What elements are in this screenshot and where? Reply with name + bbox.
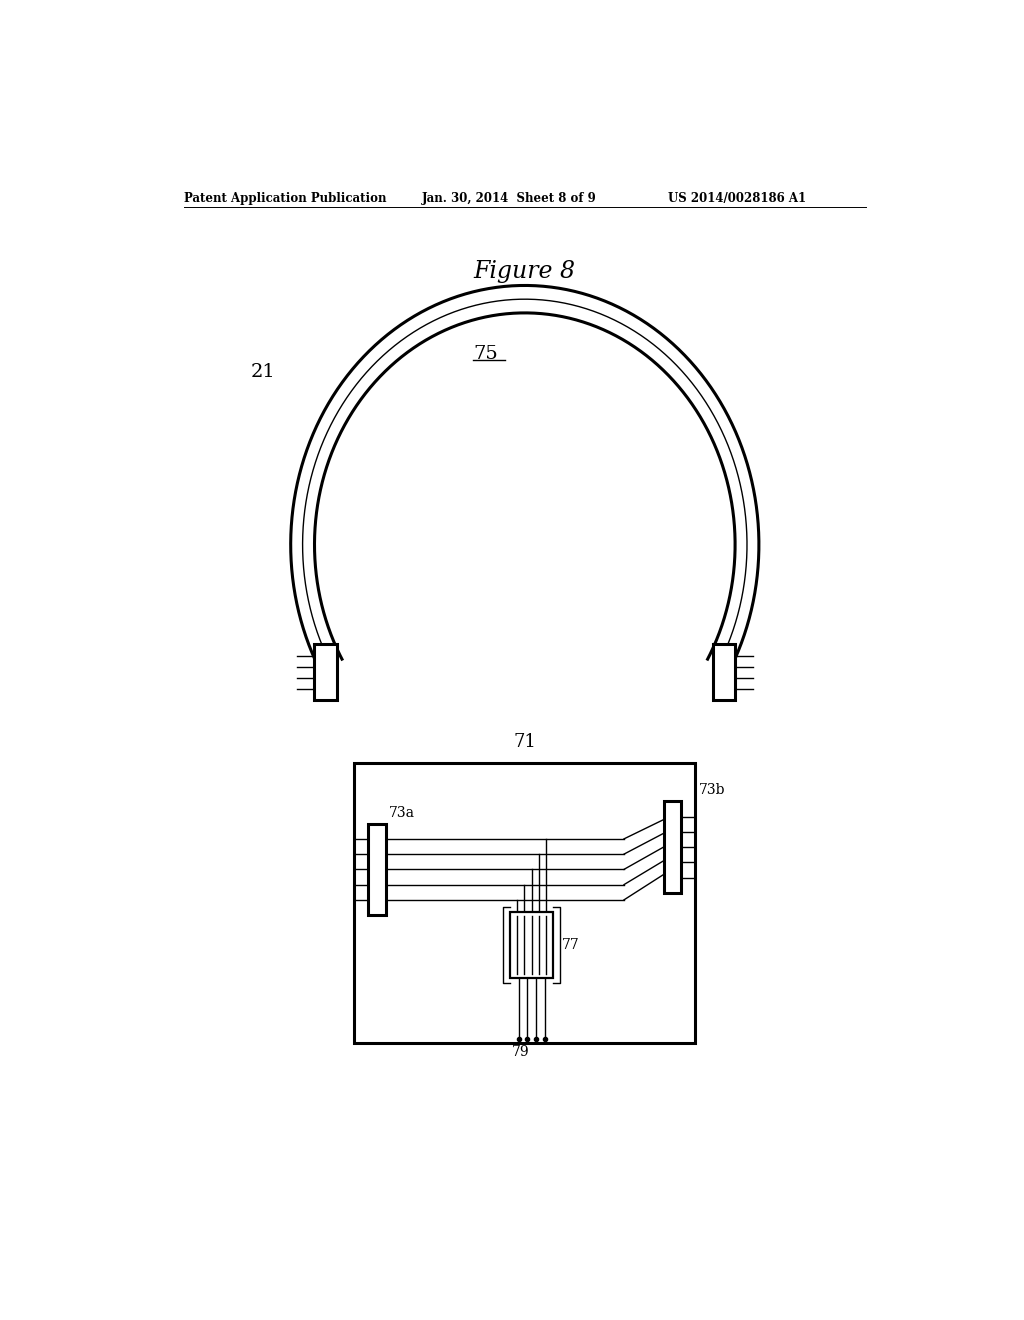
Text: 71: 71 — [513, 733, 537, 751]
Bar — [713, 644, 735, 701]
Text: 77: 77 — [562, 937, 580, 952]
Text: 21: 21 — [251, 363, 275, 381]
Text: 75: 75 — [473, 345, 498, 363]
Bar — [664, 801, 681, 892]
Text: Figure 8: Figure 8 — [474, 260, 575, 282]
Bar — [510, 912, 553, 978]
Text: 73a: 73a — [389, 805, 415, 820]
Text: US 2014/0028186 A1: US 2014/0028186 A1 — [668, 191, 806, 205]
Text: Patent Application Publication: Patent Application Publication — [183, 191, 386, 205]
Bar — [354, 763, 695, 1043]
Bar — [314, 644, 337, 701]
Text: 79: 79 — [511, 1045, 529, 1059]
Text: 73b: 73b — [698, 783, 725, 797]
Bar — [369, 824, 386, 915]
Text: Jan. 30, 2014  Sheet 8 of 9: Jan. 30, 2014 Sheet 8 of 9 — [422, 191, 596, 205]
